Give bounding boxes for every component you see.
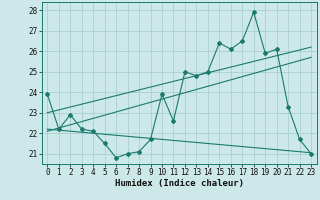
X-axis label: Humidex (Indice chaleur): Humidex (Indice chaleur) [115,179,244,188]
